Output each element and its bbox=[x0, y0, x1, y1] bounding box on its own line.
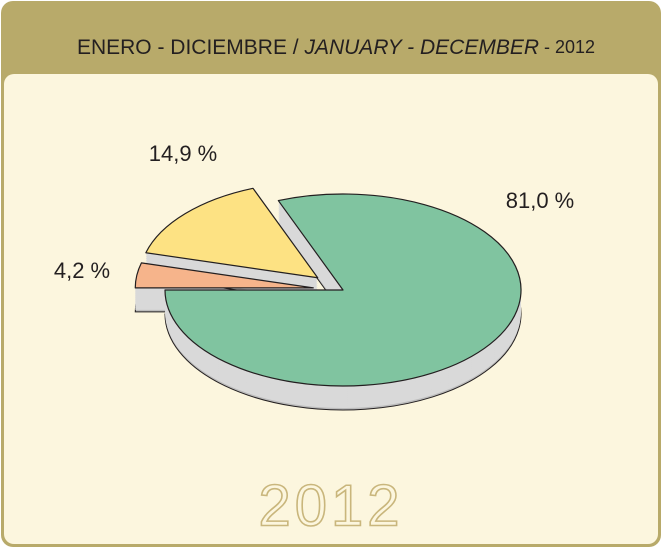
chart-title: ENERO - DICIEMBRE / JANUARY - DECEMBER -… bbox=[77, 36, 595, 59]
data-label: 14,9 % bbox=[149, 141, 218, 166]
title-part: JANUARY - DECEMBER bbox=[303, 36, 539, 59]
title-part: - 2012 bbox=[539, 37, 595, 57]
title-part: ENERO - DICIEMBRE / bbox=[77, 36, 305, 59]
year-annotation: 2012 bbox=[258, 473, 403, 538]
slice bbox=[145, 187, 319, 279]
data-label: 4,2 % bbox=[54, 258, 110, 283]
slice bbox=[134, 262, 314, 289]
slice bbox=[164, 193, 522, 387]
pie: 81,0 % 4,2 % 14,9 % bbox=[54, 141, 575, 411]
data-label: 81,0 % bbox=[506, 188, 575, 213]
